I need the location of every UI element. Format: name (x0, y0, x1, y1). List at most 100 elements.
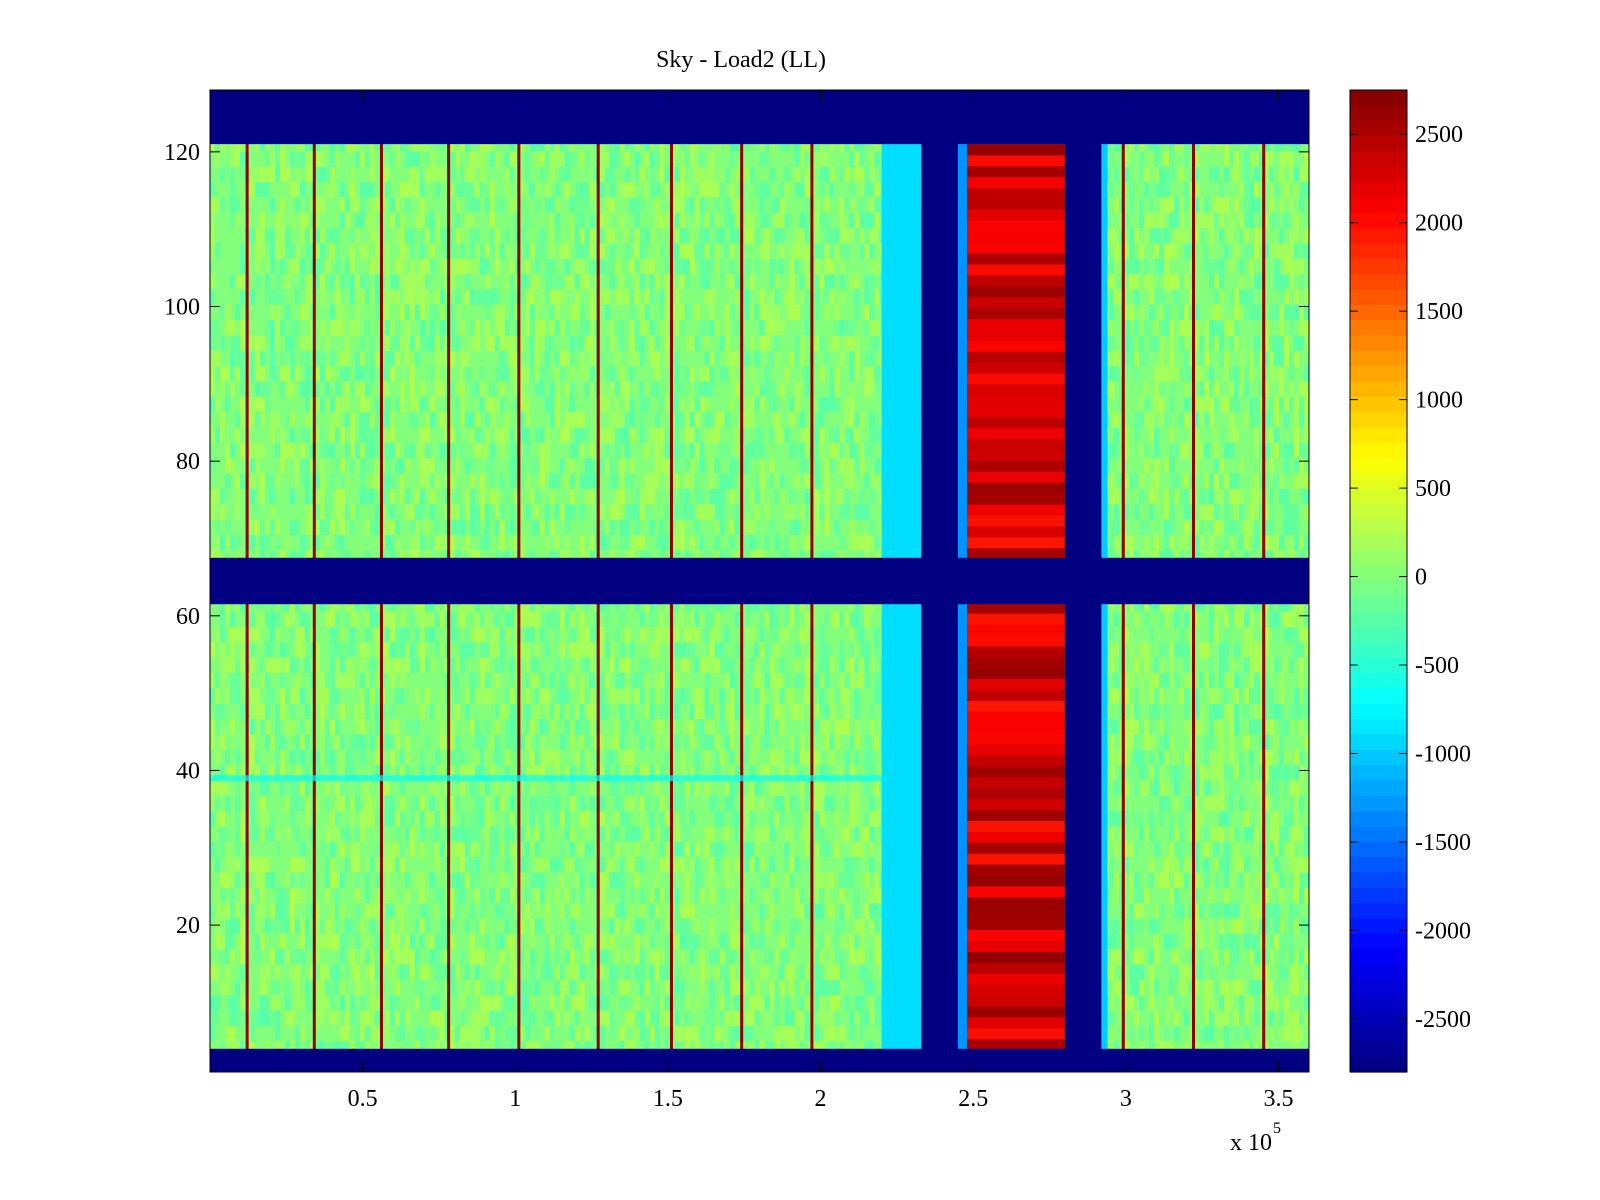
heatmap-noise-cell (789, 734, 795, 750)
heatmap-noise-cell (549, 964, 555, 980)
heatmap-noise-cell (319, 703, 325, 720)
heatmap-noise-cell (339, 734, 345, 750)
heatmap-noise-cell (474, 335, 480, 351)
heatmap-noise-cell (714, 504, 720, 520)
heatmap-noise-cell (719, 442, 725, 459)
heatmap-noise-cell (234, 504, 240, 520)
heatmap-noise-cell (269, 427, 275, 443)
heatmap-noise-cell (844, 703, 850, 720)
heatmap-noise-cell (479, 1010, 485, 1026)
heatmap-noise-cell (389, 289, 395, 305)
heatmap-noise-cell (769, 857, 775, 873)
heatmap-noise-cell (434, 949, 440, 965)
heatmap-noise-cell (529, 289, 535, 305)
heatmap-noise-cell (684, 734, 690, 750)
heatmap-noise-cell (319, 151, 325, 167)
heatmap-noise-cell (454, 151, 460, 167)
heatmap-noise-cell (269, 918, 275, 934)
heatmap-noise-cell (399, 903, 405, 919)
heatmap-noise-cell (504, 335, 510, 351)
heatmap-noise-cell (304, 228, 310, 244)
heatmap-noise-cell (599, 519, 605, 535)
heatmap-noise-cell (459, 166, 465, 183)
heatmap-noise-cell (679, 412, 685, 428)
heatmap-noise-cell (634, 1025, 640, 1042)
heatmap-noise-cell (834, 734, 840, 750)
heatmap-noise-cell (619, 688, 625, 704)
heatmap-noise-cell (309, 396, 315, 413)
heatmap-noise-cell (234, 350, 240, 367)
heatmap-noise-cell (759, 995, 765, 1011)
heatmap-noise-cell (364, 151, 370, 167)
heatmap-noise-cell (239, 366, 245, 382)
heatmap-noise-cell (479, 734, 485, 750)
heatmap-noise-cell (679, 841, 685, 858)
heatmap-noise-cell (254, 826, 260, 842)
heatmap-noise-cell (284, 442, 290, 459)
heatmap-noise-cell (589, 182, 595, 198)
heatmap-noise-cell (289, 381, 295, 397)
heatmap-noise-cell (794, 473, 800, 489)
heatmap-noise-cell (529, 719, 535, 735)
heatmap-noise-cell (499, 795, 505, 812)
heatmap-noise-cell (804, 749, 810, 766)
heatmap-noise-cell (259, 1010, 265, 1026)
heatmap-noise-cell (604, 872, 610, 888)
heatmap-noise-cell (339, 304, 345, 321)
heatmap-noise-cell (319, 427, 325, 443)
heatmap-noise-cell (259, 350, 265, 367)
heatmap-noise-cell (374, 611, 380, 628)
heatmap-noise-cell (639, 903, 645, 919)
heatmap-noise-cell (569, 151, 575, 167)
heatmap-noise-cell (279, 228, 285, 244)
heatmap-noise-cell (349, 964, 355, 980)
heatmap-noise-cell (309, 228, 315, 244)
heatmap-noise-cell (284, 1010, 290, 1026)
heatmap-noise-cell (724, 964, 730, 980)
heatmap-noise-cell (369, 488, 375, 505)
heatmap-noise-cell (429, 366, 435, 382)
heatmap-noise-cell (514, 734, 520, 750)
heatmap-noise-cell (619, 458, 625, 474)
heatmap-noise-cell (559, 688, 565, 704)
heatmap-noise-cell (274, 1010, 280, 1026)
heatmap-noise-cell (694, 857, 700, 873)
heatmap-noise-cell (294, 749, 300, 766)
heatmap-noise-cell (529, 243, 535, 259)
heatmap-noise-cell (314, 274, 320, 290)
heatmap-noise-cell (449, 841, 455, 858)
heatmap-noise-cell (364, 427, 370, 443)
heatmap-noise-cell (364, 212, 370, 229)
heatmap-noise-cell (744, 412, 750, 428)
heatmap-noise-cell (839, 765, 845, 781)
heatmap-noise-cell (729, 243, 735, 259)
heatmap-noise-cell (289, 887, 295, 904)
heatmap-noise-cell (479, 841, 485, 858)
heatmap-noise-cell (289, 366, 295, 382)
heatmap-noise-cell (689, 627, 695, 643)
heatmap-noise-cell (210, 182, 215, 198)
heatmap-noise-cell (729, 458, 735, 474)
heatmap-noise-cell (704, 719, 710, 735)
heatmap-noise-cell (349, 427, 355, 443)
heatmap-noise-cell (709, 949, 715, 965)
heatmap-noise-cell (279, 442, 285, 459)
heatmap-noise-cell (259, 381, 265, 397)
heatmap-noise-cell (784, 611, 790, 628)
heatmap-noise-cell (399, 335, 405, 351)
heatmap-noise-cell (389, 611, 395, 628)
heatmap-noise-cell (474, 412, 480, 428)
heatmap-noise-cell (804, 304, 810, 321)
heatmap-noise-cell (399, 212, 405, 229)
heatmap-noise-cell (679, 258, 685, 275)
heatmap-noise-cell (774, 1025, 780, 1042)
heatmap-noise-cell (329, 688, 335, 704)
heatmap-noise-cell (659, 304, 665, 321)
heatmap-noise-cell (554, 703, 560, 720)
heatmap-noise-cell (414, 534, 420, 551)
heatmap-noise-cell (769, 473, 775, 489)
heatmap-noise-cell (494, 964, 500, 980)
heatmap-noise-cell (619, 719, 625, 735)
heatmap-noise-cell (649, 335, 655, 351)
heatmap-noise-cell (729, 182, 735, 198)
